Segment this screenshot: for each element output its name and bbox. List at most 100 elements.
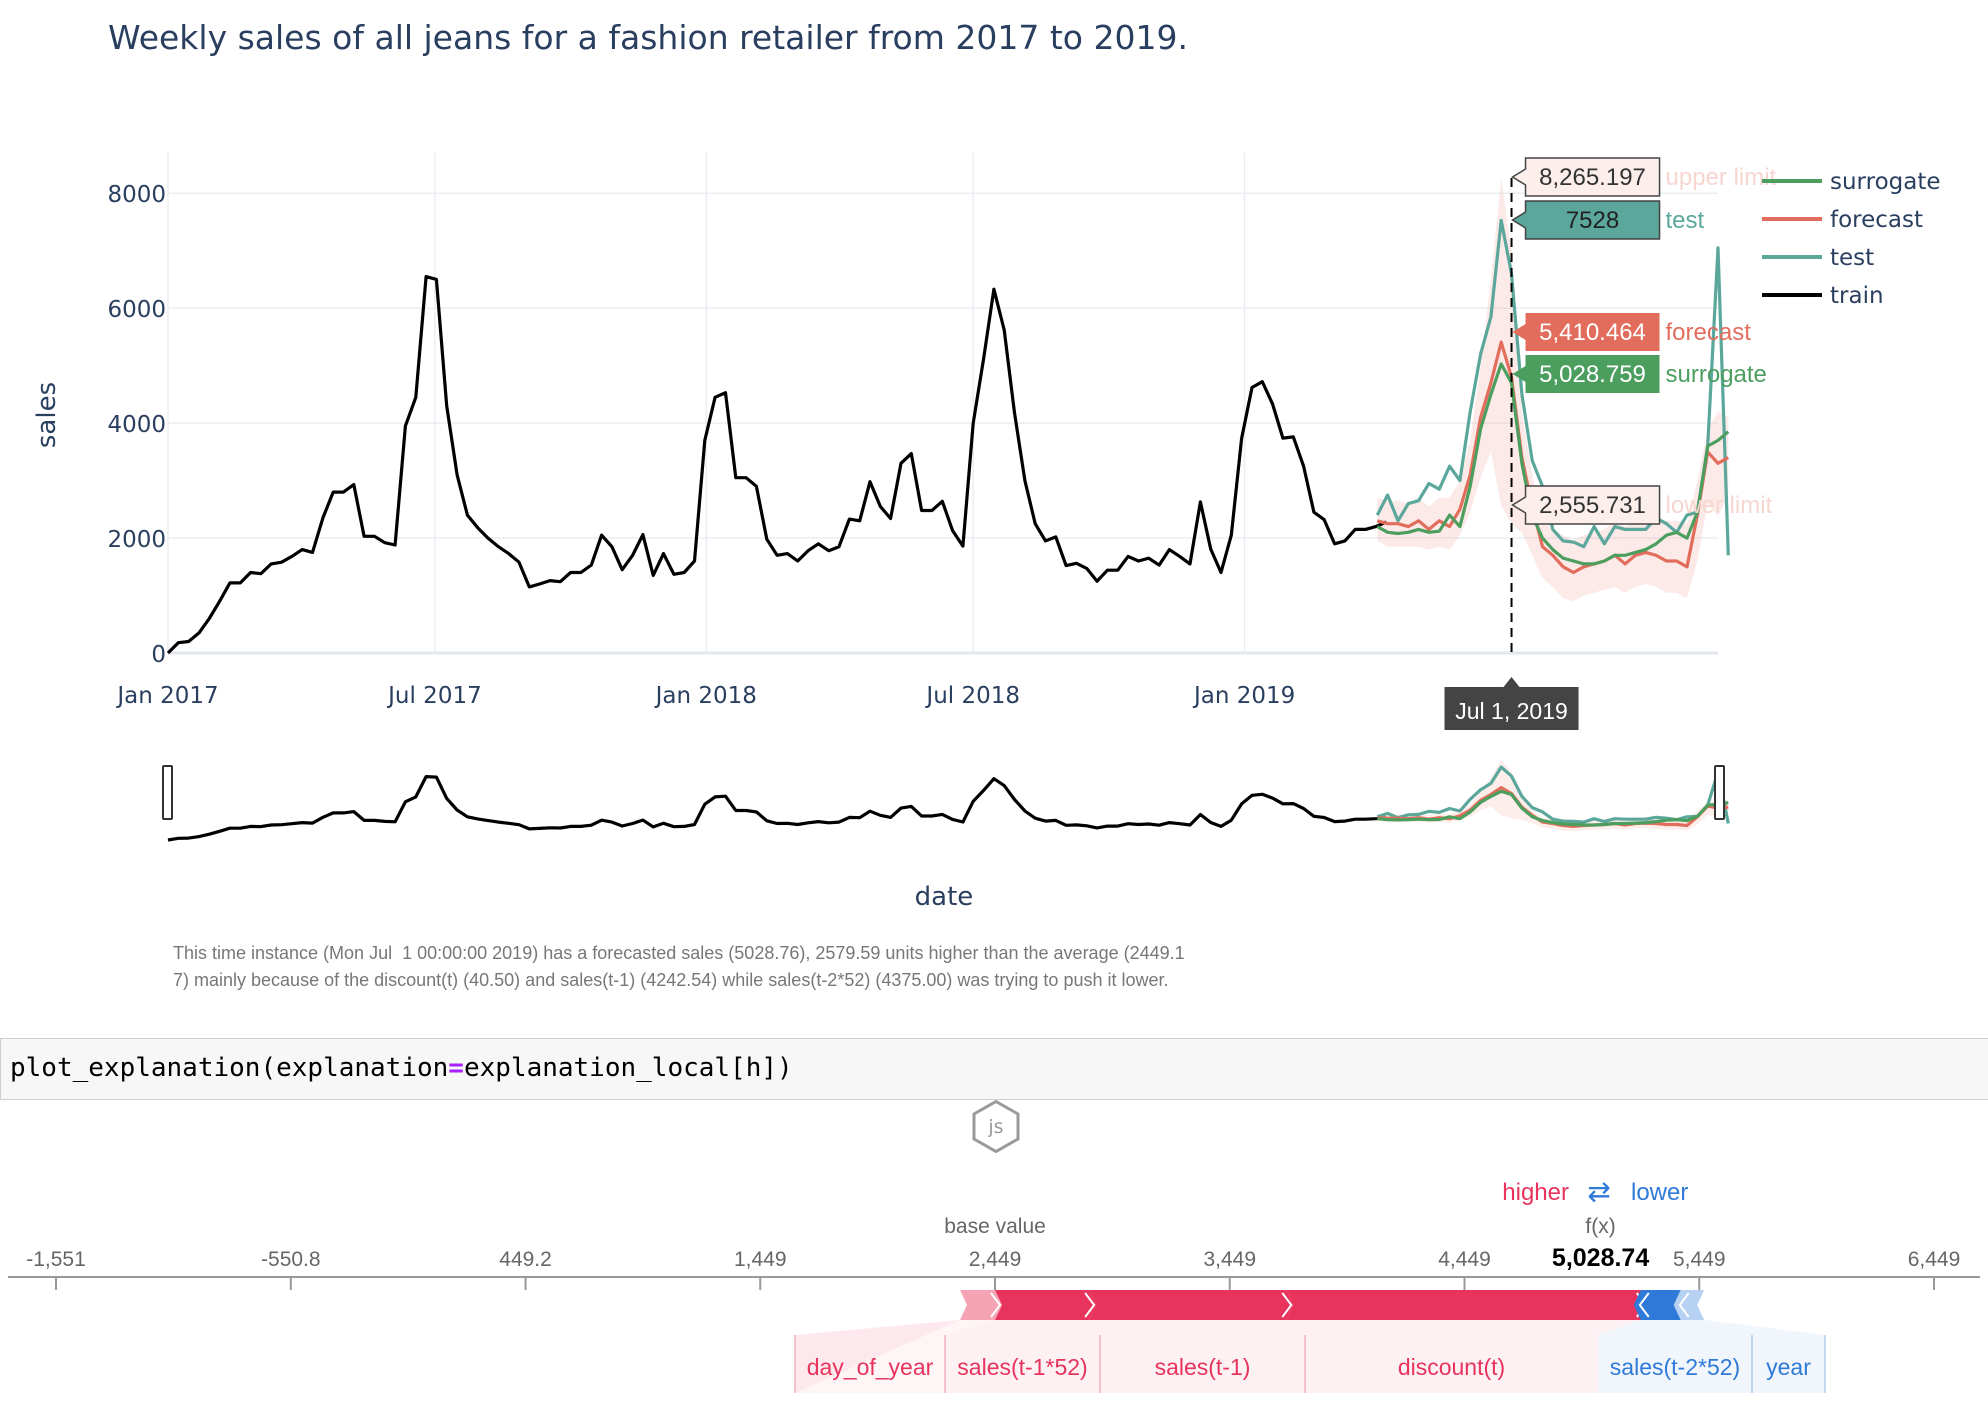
hover-lower-limit: 2,555.731 lower limit (1511, 485, 1773, 525)
x-tick-label: Jul 2018 (924, 683, 1020, 709)
shap-tick-label: -550.8 (261, 1248, 321, 1271)
hover-surrogate-box (1512, 355, 1660, 393)
shap-chevron (1281, 1292, 1293, 1318)
range-handle-left[interactable] (162, 765, 173, 820)
hover-surrogate-value: 5,028.759 (1539, 361, 1646, 388)
range-handle-right[interactable] (1714, 765, 1725, 820)
code-operator: = (448, 1053, 464, 1083)
shap-bar-discount(t) (1286, 1290, 1648, 1320)
shap-label-day_of_year: day_of_year (807, 1354, 934, 1380)
hover-upper-limit-box (1511, 157, 1661, 197)
shap-force-plot: js higher ⇄ lower -1,551 -550.8 449.2 1,449… (8, 1100, 1980, 1393)
js-badge: js (972, 1100, 1020, 1154)
y-tick-label: 6000 (107, 297, 166, 323)
hover-lower-limit-value: 2,555.731 (1539, 492, 1646, 519)
y-tick-label: 2000 (107, 527, 166, 553)
shap-label-sales(t-1): sales(t-1) (1155, 1354, 1251, 1380)
code-line[interactable]: plot_explanation(explanation=explanation… (10, 1053, 793, 1083)
legend-label: surrogate (1830, 169, 1941, 195)
hover-upper-limit-name: upper limit (1666, 164, 1777, 191)
hover-test-value: 7528 (1566, 207, 1619, 234)
shap-axis: -1,551 -550.8 449.2 1,449 2,449 3,449 4,449 5,4… (8, 1215, 1980, 1290)
grid (167, 153, 1718, 655)
hover-upper-limit-value: 8,265.197 (1539, 164, 1646, 191)
y-tick-label: 8000 (107, 182, 166, 208)
legend-label: forecast (1830, 207, 1923, 233)
shap-tick-label: 3,449 (1203, 1248, 1256, 1271)
range-surrogate-line (1377, 789, 1729, 827)
fx-value: 5,028.74 (1552, 1244, 1649, 1272)
hover-date-box (1444, 677, 1579, 730)
test-series-line (1375, 218, 1730, 556)
legend-item-forecast[interactable]: forecast (1762, 207, 1923, 233)
hover-test: 7528 test (1511, 200, 1705, 240)
code-cell[interactable]: plot_explanation(explanation=explanation… (0, 1038, 1988, 1100)
legend[interactable]: surrogate forecast test train (1762, 169, 1941, 309)
shap-fan (1286, 1320, 1641, 1393)
shap-fan (1680, 1320, 1825, 1393)
hover-forecast-name: forecast (1666, 319, 1752, 346)
hover-lower-limit-box (1511, 485, 1661, 525)
base-value-label: base value (944, 1215, 1046, 1238)
range-test-line (1376, 765, 1730, 824)
shap-fan (795, 1320, 961, 1393)
forecast-series-line (1376, 340, 1730, 575)
shap-tick-label: 6,449 (1908, 1248, 1961, 1271)
y-axis: 0 2000 4000 6000 8000 (107, 182, 166, 668)
shap-tick-label: -1,551 (26, 1248, 86, 1271)
y-tick-label: 0 (151, 642, 166, 668)
shap-tick-label: 449.2 (499, 1248, 552, 1271)
shap-label-year: year (1766, 1354, 1811, 1380)
hover-forecast-box (1512, 313, 1660, 351)
hover-tooltips: 8,265.197 upper limit 7528 test 5,410.464 for… (1444, 157, 1777, 730)
x-tick-label: Jul 2017 (386, 683, 482, 709)
shap-tick-label: 1,449 (734, 1248, 787, 1271)
hover-lower-limit-name: lower limit (1666, 492, 1773, 519)
y-axis-label: sales (32, 382, 62, 448)
hover-surrogate: 5,028.759 surrogate (1512, 355, 1767, 393)
legend-label: test (1830, 245, 1874, 271)
legend-item-test[interactable]: test (1762, 245, 1874, 271)
shap-fan (795, 1320, 995, 1393)
shap-tick-label: 2,449 (969, 1248, 1022, 1271)
shap-tick-label: 4,449 (1438, 1248, 1491, 1271)
shap-bar-sales(t-1) (1089, 1290, 1294, 1320)
x-tick-label: Jan 2018 (654, 683, 757, 709)
js-badge-hexagon-icon (972, 1100, 1020, 1154)
hover-test-name: test (1666, 207, 1705, 234)
range-train-line (167, 775, 1387, 842)
x-axis: Jan 2017 Jul 2017 Jan 2018 Jul 2018 Jan 2019 (115, 683, 1295, 709)
js-badge-label: js (987, 1116, 1003, 1138)
x-tick-label: Jan 2019 (1192, 683, 1295, 709)
shap-label-discount(t): discount(t) (1398, 1354, 1505, 1380)
shap-label-sales(t-2*52): sales(t-2*52) (1610, 1354, 1740, 1380)
fx-label: f(x) (1585, 1215, 1615, 1238)
code-before: plot_explanation(explanation (10, 1053, 449, 1083)
shap-bar-day_of_year (960, 1290, 1002, 1320)
higher-label: higher (1502, 1179, 1569, 1206)
shap-bars (960, 1290, 1705, 1320)
shap-legend: higher ⇄ lower (1502, 1175, 1688, 1208)
legend-item-surrogate[interactable]: surrogate (1762, 169, 1941, 195)
hover-surrogate-name: surrogate (1666, 361, 1767, 388)
hover-test-box (1511, 200, 1661, 240)
legend-label: train (1830, 283, 1884, 309)
shap-fan (1089, 1320, 1305, 1393)
fx-value-bg (1544, 1242, 1657, 1272)
legend-item-train[interactable]: train (1762, 283, 1884, 309)
shap-chevron (1084, 1292, 1096, 1318)
x-axis-label: date (915, 882, 974, 912)
chart-title: Weekly sales of all jeans for a fashion … (108, 18, 1188, 57)
shap-label-sales(t-1*52): sales(t-1*52) (957, 1354, 1087, 1380)
range-slider[interactable] (162, 760, 1730, 842)
hover-forecast: 5,410.464 forecast (1512, 313, 1752, 351)
hover-forecast-value: 5,410.464 (1539, 319, 1646, 346)
y-tick-label: 4000 (107, 412, 166, 438)
shap-bar-year (1673, 1290, 1705, 1320)
shap-chevron (990, 1292, 1002, 1318)
x-tick-label: Jan 2017 (115, 683, 218, 709)
shap-chevron (1638, 1292, 1650, 1318)
shap-chevron (1678, 1292, 1690, 1318)
shap-fan (945, 1320, 1100, 1393)
